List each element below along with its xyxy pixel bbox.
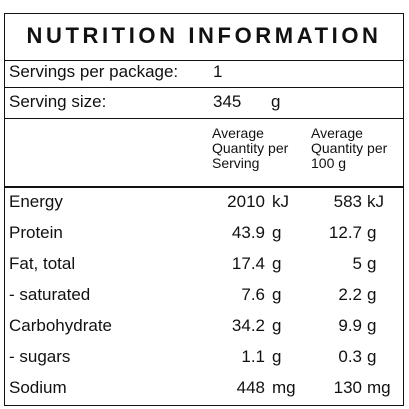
per-100g-value: 130: [333, 378, 362, 397]
per-100g-value: 5: [352, 254, 362, 273]
serving-size-value: 345: [213, 92, 242, 111]
per-serving-value: 448: [236, 378, 265, 397]
nutrient-label: Energy: [9, 192, 63, 211]
per-100g-unit: g: [367, 316, 377, 335]
per-100g-unit: g: [367, 285, 377, 304]
servings-value: 1: [213, 62, 223, 81]
header-top-divider: [5, 118, 403, 119]
serving-size-unit: g: [271, 92, 281, 111]
servings-divider: [5, 87, 403, 88]
per-100g-unit: g: [367, 254, 377, 273]
per-100g-value: 583: [333, 192, 362, 211]
per-100g-value: 12.7: [328, 223, 362, 242]
per-serving-unit: g: [272, 254, 282, 273]
per-serving-unit: kJ: [272, 192, 289, 211]
per-100g-unit: kJ: [367, 192, 384, 211]
per-serving-unit: g: [272, 285, 282, 304]
title-divider: [5, 60, 403, 61]
servings-label: Servings per package:: [9, 62, 179, 81]
per-100g-value: 2.2: [338, 285, 362, 304]
per-serving-unit: g: [272, 316, 282, 335]
per-serving-unit: g: [272, 223, 282, 242]
nutrition-panel: NUTRITION INFORMATION Servings per packa…: [4, 13, 404, 406]
per-serving-value: 1.1: [241, 347, 265, 366]
per-100g-unit: g: [367, 347, 377, 366]
column-header-per-100g: Average Quantity per 100 g: [311, 125, 388, 171]
per-serving-value: 43.9: [231, 223, 265, 242]
per-serving-unit: mg: [272, 378, 296, 397]
per-serving-unit: g: [272, 347, 282, 366]
nutrient-label: Fat, total: [9, 254, 76, 273]
per-serving-value: 7.6: [241, 285, 265, 304]
nutrient-label: Protein: [9, 223, 63, 242]
per-100g-unit: g: [367, 223, 377, 242]
per-100g-value: 9.9: [338, 316, 362, 335]
per-100g-value: 0.3: [338, 347, 362, 366]
per-serving-value: 17.4: [231, 254, 265, 273]
nutrient-label: - sugars: [9, 347, 71, 366]
serving-size-label: Serving size:: [9, 92, 107, 111]
header-bottom-divider: [5, 186, 403, 188]
panel-title: NUTRITION INFORMATION: [26, 23, 382, 48]
nutrient-label: Carbohydrate: [9, 316, 113, 335]
column-header-per-serving: Average Quantity per Serving: [212, 125, 289, 171]
per-serving-value: 2010: [227, 192, 265, 211]
nutrient-label: - saturated: [9, 285, 91, 304]
per-100g-unit: mg: [367, 378, 391, 397]
nutrient-label: Sodium: [9, 378, 67, 397]
per-serving-value: 34.2: [231, 316, 265, 335]
